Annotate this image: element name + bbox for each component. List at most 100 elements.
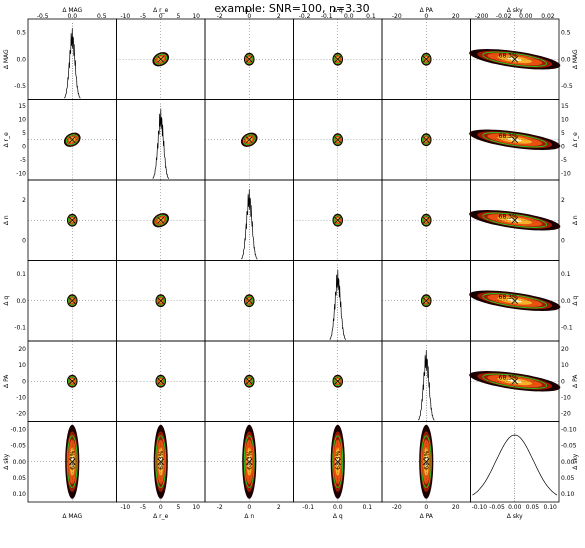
right-tick-label: 10 [561,117,569,124]
left-tick-label: 5 [22,130,26,137]
truth-marker [157,458,165,466]
contour-label: 68.3% [499,374,518,381]
truth-marker [422,458,430,466]
confidence-contour [422,295,431,306]
confidence-contour [68,376,77,387]
right-axis-label-sky: Δ sky [572,453,579,469]
confidence-contour [333,376,342,387]
left-axis-label-n: Δ n [3,215,10,225]
contour-label: 68.3% [499,133,518,140]
confidence-contour [422,134,431,145]
truth-marker [68,297,76,305]
truth-marker [245,136,253,144]
top-tick-label: 2 [277,13,281,20]
confidence-contour [65,134,79,146]
left-tick-label: 10 [18,362,26,369]
left-tick-label: 0.0 [16,298,26,305]
left-tick-label: 15 [18,103,26,110]
cell-sky-n: 68.3% [204,421,294,503]
confidence-contour [422,215,431,226]
cell-pa-re [116,340,206,422]
top-tick-label: 5 [177,13,181,20]
contour-label: 68.3% [499,294,518,301]
truth-marker [157,55,165,63]
bottom-tick-label: 0.1 [362,504,372,511]
top-tick-label: 0.0 [67,13,77,20]
contour-label: 68.3% [499,52,518,59]
truth-marker [68,458,76,466]
left-axis-label-sky: Δ sky [3,453,10,469]
cell-mag-mag [27,18,117,100]
top-tick-label: 0 [247,13,251,20]
truth-marker [245,55,253,63]
truth-marker [245,458,253,466]
left-tick-label: -10 [16,394,26,401]
cell-n-pa [381,179,471,261]
bottom-tick-label: 0.10 [543,504,557,511]
truth-marker [157,377,165,385]
cell-mag-q [293,18,383,100]
bottom-tick-label: 0 [159,504,163,511]
left-axis-label-re: Δ r_e [3,132,10,147]
truth-marker [68,216,76,224]
left-axis-label-pa: Δ PA [3,374,10,388]
right-tick-label: -10 [561,394,571,401]
right-tick-label: -0.10 [561,427,577,434]
contour-label: 68.3% [499,213,518,220]
left-tick-label: -10 [16,170,26,177]
top-tick-label: 0.00 [519,13,533,20]
left-tick-label: 0.0 [16,56,26,63]
truth-marker [511,136,519,144]
truth-marker [422,216,430,224]
left-tick-label: -20 [16,410,26,417]
cell-q-q [293,260,383,342]
cell-sky-pa: 68.3% [381,421,471,503]
left-axis-label-q: Δ q [3,296,10,306]
cell-pa-q [293,340,383,422]
left-tick-label: -0.10 [10,427,26,434]
truth-marker [334,377,342,385]
confidence-contour [154,53,168,65]
right-tick-label: 0 [561,143,565,150]
truth-marker [68,377,76,385]
bottom-axis-label-n: Δ n [244,513,254,520]
cell-re-pa [381,99,471,181]
cell-n-n [204,179,294,261]
cell-pa-mag [27,340,117,422]
bottom-tick-label: 20 [452,504,460,511]
bottom-tick-label: -0.05 [489,504,505,511]
confidence-contour [154,214,168,226]
right-tick-label: 0.00 [561,459,575,466]
confidence-contour [68,215,77,226]
top-tick-label: 0.5 [97,13,107,20]
right-tick-label: 0.5 [561,29,571,36]
confidence-contour [482,373,548,389]
contour-label: 68.3% [69,450,76,469]
right-tick-label: 0.0 [561,298,571,305]
right-tick-label: -20 [561,410,571,417]
cell-re-re [116,99,206,181]
right-tick-label: 10 [561,362,569,369]
left-tick-label: -5 [20,157,26,164]
left-tick-label: 0.00 [13,459,27,466]
right-axis-label-re: Δ r_e [572,132,579,147]
truth-marker [511,377,519,385]
top-tick-label: -0.02 [496,13,512,20]
top-tick-label: -10 [120,13,130,20]
confidence-contour [245,376,254,387]
cell-mag-n [204,18,294,100]
confidence-contour [422,54,431,65]
truth-marker [422,297,430,305]
bottom-tick-label: -5 [140,504,146,511]
confidence-contour [333,134,342,145]
bottom-axis-label-q: Δ q [333,513,343,520]
bottom-tick-label: 10 [192,504,200,511]
confidence-contour [245,295,254,306]
cell-sky-sky [470,421,560,503]
left-tick-label: 0 [22,143,26,150]
confidence-contour [333,215,342,226]
left-tick-label: 0.1 [16,271,26,278]
cell-mag-pa [381,18,471,100]
cell-sky-re: 68.3% [116,421,206,503]
confidence-contour [482,132,548,148]
